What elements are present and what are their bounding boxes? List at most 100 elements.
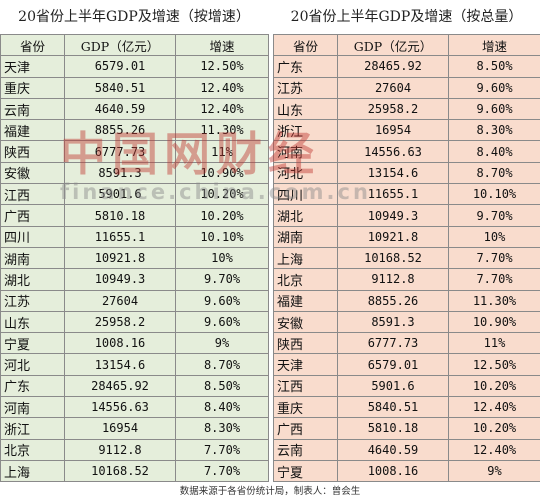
province-cell: 宁夏 xyxy=(273,459,338,483)
gdp-cell: 5901.6 xyxy=(64,183,176,206)
table-row: 宁夏 1008.16 9% xyxy=(273,459,540,483)
table-row: 云南 4640.59 12.40% xyxy=(0,97,269,121)
province-cell: 重庆 xyxy=(0,76,65,99)
header-gdp: GDP（亿元） xyxy=(337,33,449,57)
province-cell: 广东 xyxy=(0,374,65,398)
province-cell: 北京 xyxy=(0,438,65,461)
gdp-cell: 14556.63 xyxy=(337,140,449,163)
growth-cell: 12.40% xyxy=(448,396,540,419)
province-cell: 宁夏 xyxy=(0,332,65,355)
table-row: 江苏 27604 9.60% xyxy=(0,289,269,312)
table-row: 四川 11655.1 10.10% xyxy=(0,225,269,248)
gdp-cell: 10921.8 xyxy=(337,225,449,248)
growth-cell: 8.50% xyxy=(175,374,269,398)
table-row: 安徽 8591.3 10.90% xyxy=(273,310,540,334)
growth-cell: 10.90% xyxy=(448,310,540,334)
gdp-cell: 9112.8 xyxy=(337,268,449,291)
growth-cell: 9.60% xyxy=(175,310,269,334)
province-cell: 广西 xyxy=(273,417,338,440)
growth-cell: 12.50% xyxy=(448,353,540,376)
province-cell: 天津 xyxy=(273,353,338,376)
growth-cell: 8.30% xyxy=(175,417,269,440)
gdp-cell: 9112.8 xyxy=(64,438,176,461)
gdp-cell: 5810.18 xyxy=(337,417,449,440)
province-cell: 福建 xyxy=(0,119,65,142)
left-gdp-table: 省份 GDP（亿元） 增速 天津 6579.01 12.50% 重庆 5840.51 12.40… xyxy=(0,33,269,483)
table-row: 湖北 10949.3 9.70% xyxy=(273,204,540,227)
gdp-cell: 28465.92 xyxy=(337,55,449,78)
growth-cell: 9% xyxy=(448,459,540,483)
growth-cell: 8.70% xyxy=(175,353,269,376)
province-cell: 湖北 xyxy=(273,204,338,227)
gdp-cell: 11655.1 xyxy=(64,225,176,248)
table-row: 浙江 16954 8.30% xyxy=(0,417,269,440)
table-row: 广西 5810.18 10.20% xyxy=(273,417,540,440)
province-cell: 河北 xyxy=(0,353,65,376)
province-cell: 湖南 xyxy=(0,246,65,270)
header-growth: 增速 xyxy=(175,33,269,57)
province-cell: 浙江 xyxy=(273,119,338,142)
growth-cell: 9.60% xyxy=(448,97,540,121)
province-cell: 广西 xyxy=(0,204,65,227)
province-cell: 安徽 xyxy=(273,310,338,334)
growth-cell: 7.70% xyxy=(448,268,540,291)
table-row: 北京 9112.8 7.70% xyxy=(273,268,540,291)
gdp-cell: 10949.3 xyxy=(64,268,176,291)
gdp-cell: 8855.26 xyxy=(337,289,449,312)
source-footer: 数据来源于各省份统计局，制表人：曾会生 xyxy=(179,486,361,497)
table-row: 江西 5901.6 10.20% xyxy=(273,374,540,398)
table-row: 福建 8855.26 11.30% xyxy=(0,119,269,142)
province-cell: 云南 xyxy=(273,438,338,461)
table-row: 北京 9112.8 7.70% xyxy=(0,438,269,461)
province-cell: 江苏 xyxy=(0,289,65,312)
gdp-cell: 27604 xyxy=(337,76,449,99)
header-row: 省份 GDP（亿元） 增速 xyxy=(0,33,269,57)
province-cell: 江西 xyxy=(273,374,338,398)
gdp-cell: 5901.6 xyxy=(337,374,449,398)
growth-cell: 11.30% xyxy=(175,119,269,142)
gdp-cell: 13154.6 xyxy=(337,161,449,185)
gdp-cell: 6579.01 xyxy=(64,55,176,78)
province-cell: 安徽 xyxy=(0,161,65,185)
header-province: 省份 xyxy=(273,33,338,57)
table-row: 上海 10168.52 7.70% xyxy=(0,459,269,483)
table-row: 河北 13154.6 8.70% xyxy=(273,161,540,185)
table-row: 湖南 10921.8 10% xyxy=(0,246,269,270)
growth-cell: 11% xyxy=(448,332,540,355)
province-cell: 云南 xyxy=(0,97,65,121)
province-cell: 河南 xyxy=(273,140,338,163)
header-row: 省份 GDP（亿元） 增速 xyxy=(273,33,540,57)
growth-cell: 10% xyxy=(448,225,540,248)
province-cell: 陕西 xyxy=(0,140,65,163)
table-row: 河南 14556.63 8.40% xyxy=(0,396,269,419)
province-cell: 陕西 xyxy=(273,332,338,355)
table-row: 广西 5810.18 10.20% xyxy=(0,204,269,227)
table-row: 山东 25958.2 9.60% xyxy=(0,310,269,334)
table-row: 陕西 6777.73 11% xyxy=(0,140,269,163)
table-row: 重庆 5840.51 12.40% xyxy=(0,76,269,99)
gdp-cell: 10168.52 xyxy=(64,459,176,483)
province-cell: 湖南 xyxy=(273,225,338,248)
growth-cell: 10.20% xyxy=(175,204,269,227)
left-table-title: 20省份上半年GDP及增速（按增速） xyxy=(18,9,250,25)
header-gdp: GDP（亿元） xyxy=(64,33,176,57)
gdp-cell: 6777.73 xyxy=(337,332,449,355)
province-cell: 江西 xyxy=(0,183,65,206)
table-row: 广东 28465.92 8.50% xyxy=(273,55,540,78)
table-row: 江西 5901.6 10.20% xyxy=(0,183,269,206)
table-row: 湖北 10949.3 9.70% xyxy=(0,268,269,291)
table-row: 宁夏 1008.16 9% xyxy=(0,332,269,355)
province-cell: 广东 xyxy=(273,55,338,78)
gdp-cell: 1008.16 xyxy=(64,332,176,355)
growth-cell: 11.30% xyxy=(448,289,540,312)
gdp-cell: 28465.92 xyxy=(64,374,176,398)
table-row: 河南 14556.63 8.40% xyxy=(273,140,540,163)
growth-cell: 9% xyxy=(175,332,269,355)
left-panel-by-growth: 20省份上半年GDP及增速（按增速） 省份 GDP（亿元） 增速 天津 6579.01 1… xyxy=(0,0,269,483)
growth-cell: 12.40% xyxy=(448,438,540,461)
growth-cell: 10.90% xyxy=(175,161,269,185)
table-row: 陕西 6777.73 11% xyxy=(273,332,540,355)
table-row: 天津 6579.01 12.50% xyxy=(273,353,540,376)
table-row: 湖南 10921.8 10% xyxy=(273,225,540,248)
table-row: 福建 8855.26 11.30% xyxy=(273,289,540,312)
